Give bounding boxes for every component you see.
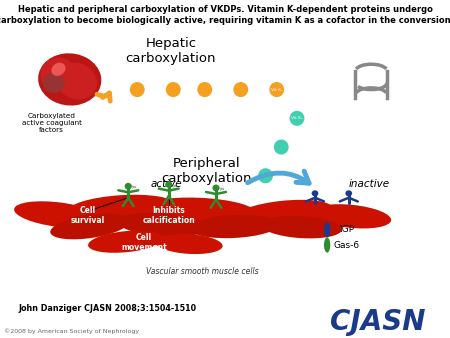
Ellipse shape: [311, 190, 319, 196]
Ellipse shape: [56, 63, 97, 99]
Ellipse shape: [155, 234, 223, 254]
Text: Carboxylated
active coagulant
factors: Carboxylated active coagulant factors: [22, 113, 82, 133]
Ellipse shape: [140, 197, 256, 225]
Text: ✂: ✂: [132, 186, 137, 191]
Text: Cell
survival: Cell survival: [71, 206, 105, 225]
Ellipse shape: [212, 185, 220, 191]
Text: MGP: MGP: [334, 225, 354, 234]
Ellipse shape: [117, 213, 207, 237]
Ellipse shape: [40, 57, 76, 91]
Ellipse shape: [165, 181, 172, 188]
Ellipse shape: [274, 140, 289, 154]
Ellipse shape: [125, 183, 132, 190]
Text: ©2008 by American Society of Nephrology: ©2008 by American Society of Nephrology: [4, 329, 140, 334]
Text: Gas-6: Gas-6: [334, 241, 360, 249]
Ellipse shape: [43, 73, 65, 93]
Text: ✂: ✂: [220, 188, 225, 192]
Ellipse shape: [189, 215, 279, 238]
Ellipse shape: [197, 82, 212, 97]
Ellipse shape: [38, 53, 101, 105]
Ellipse shape: [290, 111, 304, 126]
Ellipse shape: [50, 214, 130, 239]
Ellipse shape: [88, 231, 164, 253]
Text: Vascular smooth muscle cells: Vascular smooth muscle cells: [146, 267, 259, 276]
Text: carboxylation to become biologically active, requiring vitamin K as a cofactor i: carboxylation to become biologically act…: [0, 16, 450, 25]
Text: Vit K₂: Vit K₂: [291, 116, 303, 120]
Text: Peripheral
carboxylation: Peripheral carboxylation: [162, 157, 252, 185]
Ellipse shape: [311, 204, 391, 228]
Ellipse shape: [324, 222, 330, 237]
Ellipse shape: [233, 82, 248, 97]
Ellipse shape: [258, 168, 273, 183]
Ellipse shape: [14, 201, 103, 228]
Text: John Danziger CJASN 2008;3:1504-1510: John Danziger CJASN 2008;3:1504-1510: [18, 304, 196, 313]
Text: Vit K₁: Vit K₁: [271, 88, 283, 92]
Ellipse shape: [234, 200, 333, 226]
Text: inactive: inactive: [348, 179, 390, 189]
Text: CJASN: CJASN: [330, 308, 426, 336]
Text: active: active: [151, 179, 182, 189]
Ellipse shape: [261, 216, 342, 238]
Ellipse shape: [130, 82, 145, 97]
Text: ✂: ✂: [173, 184, 177, 189]
Ellipse shape: [324, 237, 330, 253]
Ellipse shape: [346, 190, 352, 196]
Ellipse shape: [51, 63, 66, 76]
Text: Inhibits
calcification: Inhibits calcification: [142, 206, 195, 225]
Text: Hepatic and peripheral carboxylation of VKDPs. Vitamin K-dependent proteins unde: Hepatic and peripheral carboxylation of …: [18, 5, 432, 14]
Ellipse shape: [166, 82, 181, 97]
Text: Hepatic
carboxylation: Hepatic carboxylation: [126, 37, 216, 65]
FancyArrowPatch shape: [97, 93, 110, 101]
FancyArrowPatch shape: [248, 171, 309, 183]
Ellipse shape: [68, 195, 176, 221]
Text: Cell
movement: Cell movement: [121, 233, 167, 252]
Ellipse shape: [269, 82, 284, 97]
